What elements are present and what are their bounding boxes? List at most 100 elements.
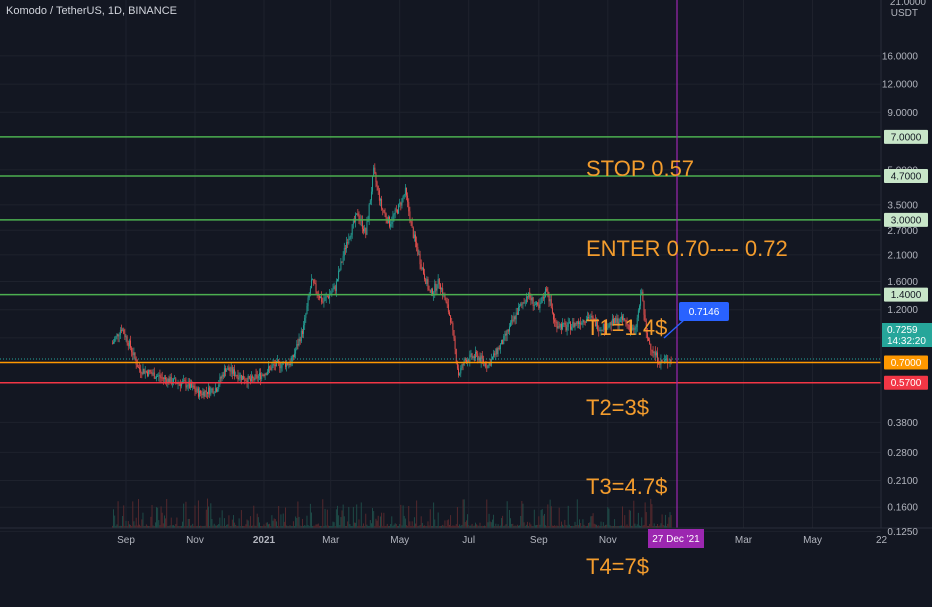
- volume-bar: [248, 525, 250, 528]
- volume-bar: [515, 525, 517, 528]
- candle-body: [128, 340, 130, 347]
- volume-bar: [357, 526, 359, 528]
- candle-body: [423, 267, 424, 274]
- candle-body: [170, 376, 172, 385]
- volume-bar: [136, 525, 138, 528]
- volume-bar: [668, 517, 670, 528]
- volume-bar: [390, 524, 392, 528]
- volume-bar: [230, 525, 232, 528]
- volume-bar: [283, 521, 285, 528]
- candle-body: [627, 324, 629, 326]
- candle-body: [497, 347, 499, 355]
- volume-bar: [454, 525, 456, 528]
- candle-body: [183, 380, 185, 382]
- candle-body: [488, 362, 490, 366]
- candle-body: [654, 351, 656, 356]
- volume-bar: [545, 525, 547, 528]
- candle-body: [196, 388, 198, 392]
- volume-bar: [245, 524, 247, 528]
- candle-body: [275, 360, 277, 367]
- volume-bar: [412, 525, 414, 528]
- candle-body: [288, 363, 290, 365]
- candle-body: [281, 364, 283, 368]
- volume-bar: [467, 514, 469, 528]
- volume-bar: [538, 516, 540, 528]
- volume-bar: [620, 525, 622, 528]
- volume-bar: [365, 513, 367, 528]
- candle-body: [301, 330, 303, 334]
- volume-bar: [402, 505, 404, 528]
- candle-body: [203, 391, 205, 397]
- volume-bar: [531, 525, 533, 528]
- volume-bar: [306, 515, 308, 528]
- level-badge-label: 0.7000: [891, 358, 922, 369]
- candle-body: [314, 283, 316, 284]
- volume-bar: [420, 516, 422, 528]
- volume-bar: [213, 523, 215, 528]
- candle-body: [511, 319, 513, 323]
- volume-bar: [152, 525, 154, 528]
- volume-bar: [436, 525, 438, 528]
- price-chart[interactable]: 0.7146 21.0000 USDT 16.0000 12.0000 9.0000…: [0, 0, 932, 550]
- level-badge: [884, 287, 928, 302]
- candle-body: [116, 334, 118, 337]
- volume-bar: [376, 520, 378, 528]
- candle-body: [260, 372, 262, 380]
- candle-body: [482, 358, 484, 363]
- candle-body: [158, 375, 160, 376]
- volume-bar: [135, 517, 137, 528]
- volume-bar: [177, 525, 179, 528]
- candle-body: [648, 338, 649, 341]
- volume-bar: [625, 525, 627, 528]
- volume-bar: [332, 521, 334, 528]
- volume-bar: [218, 524, 220, 528]
- volume-bar: [572, 525, 574, 528]
- volume-bar: [164, 515, 165, 528]
- candle-body: [218, 384, 220, 389]
- volume-bar: [273, 518, 275, 528]
- volume-bar: [416, 500, 418, 528]
- volume-bar: [568, 524, 570, 528]
- candle-body: [451, 322, 453, 324]
- candle-body: [580, 322, 582, 325]
- volume-bar: [326, 509, 328, 528]
- candle-body: [343, 247, 345, 256]
- candle-body: [501, 339, 502, 345]
- volume-bar: [173, 525, 174, 528]
- candle-body: [407, 195, 409, 202]
- candle-body: [496, 348, 498, 355]
- candle-body: [458, 368, 459, 376]
- candle-body: [446, 301, 448, 305]
- candle-body: [444, 294, 446, 300]
- volume-bar: [665, 514, 666, 528]
- volume-bar: [398, 525, 400, 528]
- volume-bar: [289, 525, 291, 528]
- candle-body: [344, 247, 346, 249]
- volume-bar: [651, 504, 653, 528]
- candle-body: [410, 221, 412, 222]
- volume-bar: [413, 517, 415, 528]
- candle-body: [123, 329, 125, 334]
- candle-body: [425, 278, 427, 285]
- volume-bar: [216, 525, 217, 528]
- candle-body: [513, 316, 515, 321]
- time-axis[interactable]: Sep Nov 2021 Mar May Jul Sep Nov Mar May 22: [117, 535, 887, 546]
- level-lines[interactable]: [0, 136, 881, 384]
- candle-body: [618, 322, 620, 326]
- volume-bar: [489, 521, 491, 528]
- volume-bar: [570, 525, 571, 528]
- volume-bar: [324, 508, 326, 528]
- candle-body: [602, 324, 604, 331]
- candle-body: [494, 353, 496, 356]
- candle-body: [239, 374, 241, 378]
- volume-bar: [564, 519, 566, 528]
- candle-body: [251, 376, 252, 381]
- trade-plan-annotation[interactable]: STOP 0.57 ENTER 0.70---- 0.72 T1=1.4$ T2…: [586, 103, 788, 607]
- volume-bar: [114, 515, 116, 528]
- candle-body: [437, 279, 439, 289]
- volume-bar: [147, 525, 148, 528]
- candle-body: [415, 234, 416, 242]
- candle-body: [554, 319, 556, 322]
- volume-bar: [617, 525, 619, 528]
- volume-bar: [540, 510, 542, 528]
